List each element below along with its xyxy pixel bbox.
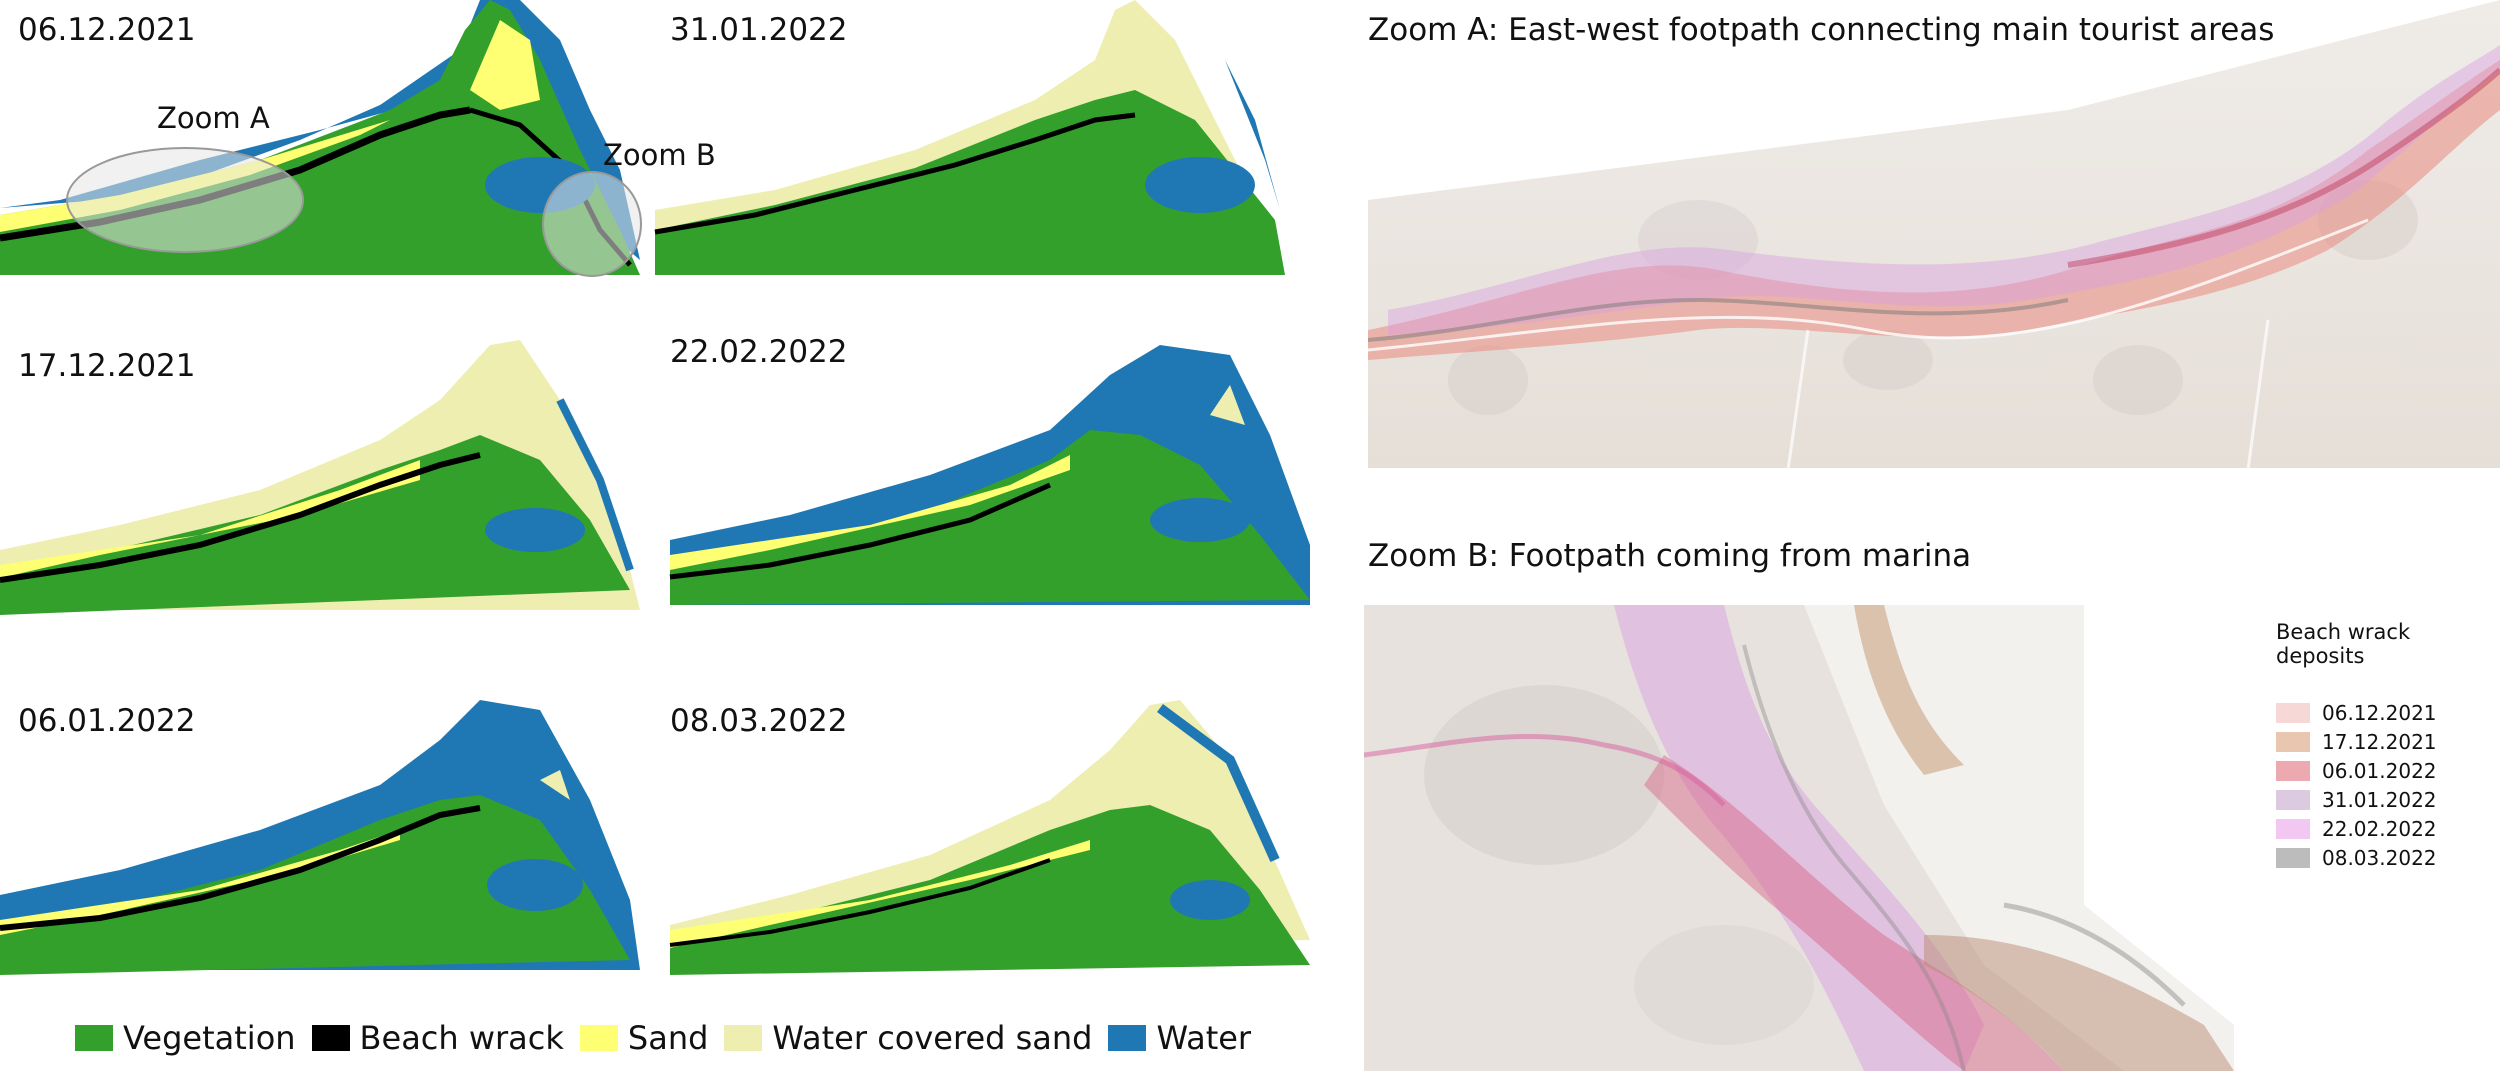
deposit-label-2: 17.12.2021: [2322, 729, 2437, 754]
legend-label-water-covered-sand: Water covered sand: [772, 1019, 1093, 1057]
legend-item-sand: Sand: [579, 1019, 709, 1057]
zoom-a-aerial-image: [1368, 0, 2500, 470]
legend-swatch-water-covered-sand: [724, 1025, 763, 1051]
zoom-a-title: Zoom A: East-west footpath connecting ma…: [1368, 12, 2275, 48]
map-date-3: 17.12.2021: [18, 348, 196, 384]
classification-map-5: [0, 700, 640, 975]
classification-map-2: [654, 0, 1285, 275]
deposit-swatch-4: [2276, 789, 2310, 810]
deposit-swatch-5: [2276, 818, 2310, 839]
legend-swatch-vegetation: [75, 1025, 113, 1051]
map-date-5: 06.01.2022: [18, 703, 196, 739]
deposit-legend-item: 06.12.2021: [2276, 698, 2500, 727]
deposit-swatch-1: [2276, 702, 2310, 723]
deposit-label-4: 31.01.2022: [2322, 787, 2437, 812]
legend-swatch-sand: [579, 1025, 618, 1051]
legend-item-water-covered-sand: Water covered sand: [724, 1019, 1092, 1057]
legend-label-beach-wrack: Beach wrack: [359, 1019, 564, 1057]
legend-label-sand: Sand: [627, 1019, 709, 1057]
legend-swatch-water: [1108, 1025, 1147, 1051]
classification-map-6: [669, 700, 1310, 975]
deposit-legend-item: 31.01.2022: [2276, 785, 2500, 814]
legend-label-vegetation: Vegetation: [123, 1019, 296, 1057]
legend-item-beach-wrack: Beach wrack: [311, 1019, 564, 1057]
zoom-a-callout: Zoom A: [157, 101, 270, 135]
legend-item-water: Water: [1108, 1019, 1251, 1057]
deposit-legend-item: 17.12.2021: [2276, 727, 2500, 756]
classification-map-3: [0, 340, 640, 615]
deposit-label-6: 08.03.2022: [2322, 845, 2437, 870]
zoom-b-aerial-image: [1364, 605, 2234, 1071]
deposit-legend-title: Beach wrack deposits: [2276, 620, 2411, 668]
map-date-2: 31.01.2022: [670, 12, 848, 48]
deposit-swatch-2: [2276, 731, 2310, 752]
deposit-label-3: 06.01.2022: [2322, 758, 2437, 783]
map-date-4: 22.02.2022: [670, 334, 848, 370]
deposit-swatch-3: [2276, 760, 2310, 781]
map-date-1: 06.12.2021: [18, 12, 196, 48]
legend-label-water: Water: [1156, 1019, 1252, 1057]
map-date-6: 08.03.2022: [670, 703, 848, 739]
deposit-swatch-6: [2276, 847, 2310, 868]
classification-map-4: [669, 345, 1310, 605]
legend-item-vegetation: Vegetation: [75, 1019, 296, 1057]
deposit-legend: Beach wrack deposits 06.12.2021 17.12.20…: [2276, 620, 2500, 872]
deposit-legend-item: 08.03.2022: [2276, 843, 2500, 872]
zoom-b-callout: Zoom B: [603, 138, 716, 172]
deposit-label-5: 22.02.2022: [2322, 816, 2437, 841]
deposit-legend-item: 22.02.2022: [2276, 814, 2500, 843]
legend-swatch-beach-wrack: [311, 1025, 350, 1051]
zoom-b-title: Zoom B: Footpath coming from marina: [1368, 538, 1972, 574]
classification-legend: Vegetation Beach wrack Sand Water covere…: [75, 1018, 1267, 1058]
deposit-label-1: 06.12.2021: [2322, 700, 2437, 725]
deposit-legend-item: 06.01.2022: [2276, 756, 2500, 785]
classification-map-1: [0, 0, 642, 277]
